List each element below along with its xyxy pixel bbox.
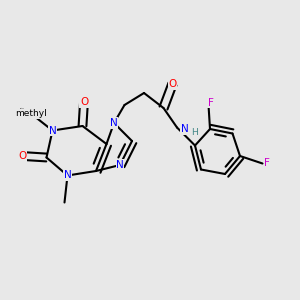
Text: N: N — [49, 125, 56, 136]
Text: N: N — [110, 118, 118, 128]
Text: N: N — [181, 124, 188, 134]
Text: methyl: methyl — [30, 111, 35, 112]
Text: methyl: methyl — [20, 107, 25, 109]
Text: methyl: methyl — [16, 110, 47, 118]
Text: N: N — [64, 170, 71, 181]
Text: O: O — [80, 97, 88, 107]
Text: O: O — [168, 79, 177, 89]
Text: F: F — [208, 98, 214, 108]
Text: O: O — [18, 151, 27, 161]
Text: methyl: methyl — [29, 113, 34, 115]
Text: F: F — [264, 158, 270, 169]
Text: N: N — [116, 160, 124, 170]
Text: H: H — [191, 128, 197, 137]
